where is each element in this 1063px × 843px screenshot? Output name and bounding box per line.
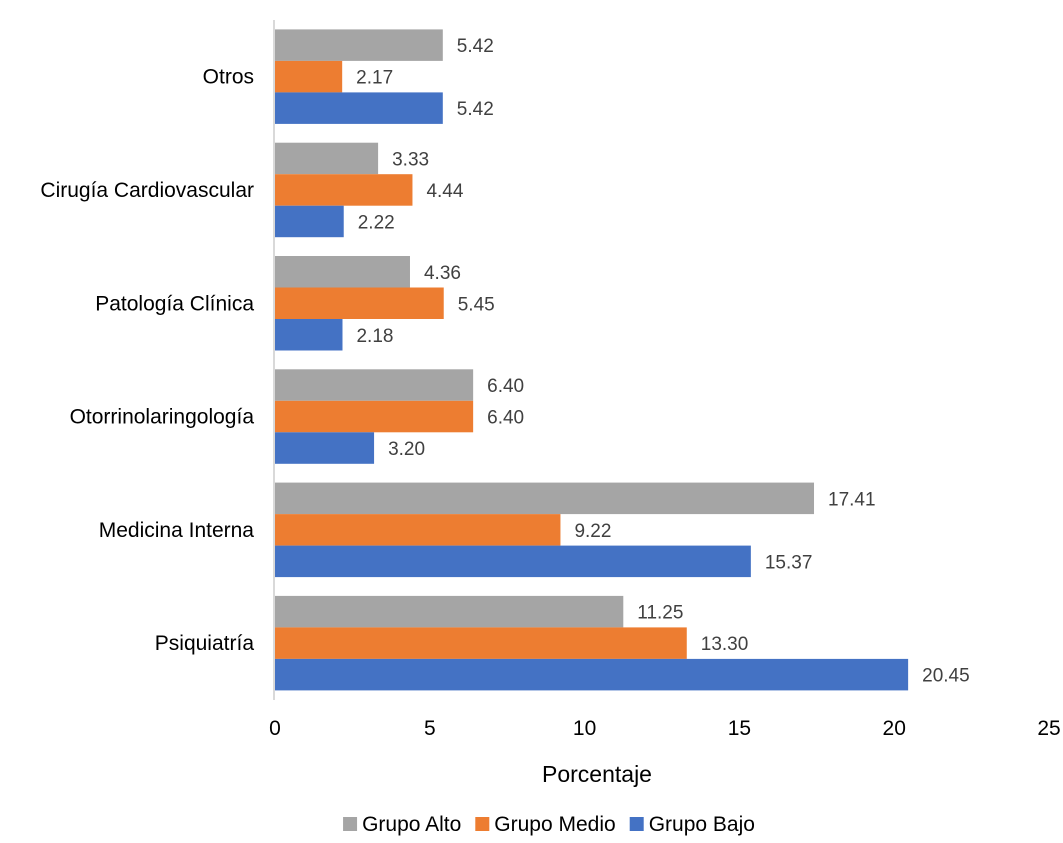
legend-swatch-grupo-medio (475, 817, 490, 831)
x-tick-label: 15 (728, 717, 751, 740)
data-label-grupo-alto: 5.42 (457, 36, 494, 57)
bar-grupo-medio (275, 60, 343, 93)
data-label-grupo-medio: 5.45 (458, 294, 495, 315)
legend-swatch-grupo-alto (343, 817, 358, 831)
bar-grupo-alto (275, 256, 410, 288)
category-label: Medicina Interna (99, 519, 255, 542)
bar-grupo-bajo (275, 92, 443, 124)
bar-grupo-bajo (275, 319, 343, 351)
bar-grupo-bajo (275, 205, 344, 238)
data-label-grupo-alto: 11.25 (637, 603, 683, 624)
bar-grupo-medio (275, 627, 687, 659)
category-label: Patología Clínica (95, 292, 254, 315)
x-tick-label: 20 (883, 717, 906, 740)
legend-label-grupo-medio: Grupo Medio (494, 813, 615, 836)
bar-grupo-bajo (275, 432, 375, 464)
data-label-grupo-alto: 17.41 (828, 489, 876, 510)
data-label-grupo-bajo: 2.22 (358, 212, 395, 233)
x-tick-label: 0 (269, 717, 281, 740)
data-label-grupo-medio: 13.30 (701, 634, 749, 655)
x-tick-label: 10 (573, 717, 596, 740)
bar-grupo-bajo (275, 545, 751, 578)
data-label-grupo-bajo: 15.37 (765, 552, 813, 573)
bars-layer (275, 29, 909, 691)
data-label-grupo-alto: 3.33 (392, 149, 429, 170)
legend-label-grupo-bajo: Grupo Bajo (649, 813, 755, 836)
bar-grupo-alto (275, 595, 624, 628)
x-tick-label: 25 (1037, 717, 1060, 740)
data-label-grupo-medio: 4.44 (426, 181, 463, 202)
data-label-grupo-bajo: 2.18 (356, 326, 393, 347)
x-tick-labels-layer: 0 5 10 15 20 25 (269, 717, 1061, 740)
bar-grupo-alto (275, 482, 815, 515)
category-label: Cirugía Cardiovascular (40, 179, 254, 202)
x-axis-title: Porcentaje (542, 761, 652, 787)
legend: Grupo Alto Grupo Medio Grupo Bajo (343, 813, 755, 836)
bar-grupo-medio (275, 287, 444, 319)
data-label-grupo-medio: 2.17 (356, 68, 393, 89)
bar-grupo-medio (275, 400, 474, 433)
data-label-grupo-bajo: 3.20 (388, 439, 425, 460)
data-labels-layer: 5.42 2.17 5.42 3.33 4.44 2.22 4.36 5.45 2.18 6.40… (356, 36, 969, 687)
data-label-grupo-alto: 6.40 (487, 376, 524, 397)
data-label-grupo-bajo: 20.45 (922, 666, 970, 687)
data-label-grupo-medio: 6.40 (487, 408, 524, 429)
legend-label-grupo-alto: Grupo Alto (362, 813, 461, 836)
bar-grupo-alto (275, 369, 474, 401)
data-label-grupo-bajo: 5.42 (457, 99, 494, 120)
category-label: Otros (203, 66, 254, 89)
x-tick-label: 5 (424, 717, 436, 740)
category-label: Otorrinolaringología (70, 406, 255, 429)
bar-grupo-medio (275, 174, 413, 206)
category-labels-layer: Otros Cirugía Cardiovascular Patología Clí… (40, 66, 254, 656)
bar-grupo-alto (275, 29, 443, 61)
bar-grupo-bajo (275, 658, 909, 691)
bar-grupo-medio (275, 514, 561, 546)
bar-grupo-alto (275, 142, 379, 175)
category-label: Psiquiatría (155, 632, 255, 655)
data-label-grupo-alto: 4.36 (424, 263, 461, 284)
legend-swatch-grupo-bajo (629, 817, 644, 831)
data-label-grupo-medio: 9.22 (574, 521, 611, 542)
